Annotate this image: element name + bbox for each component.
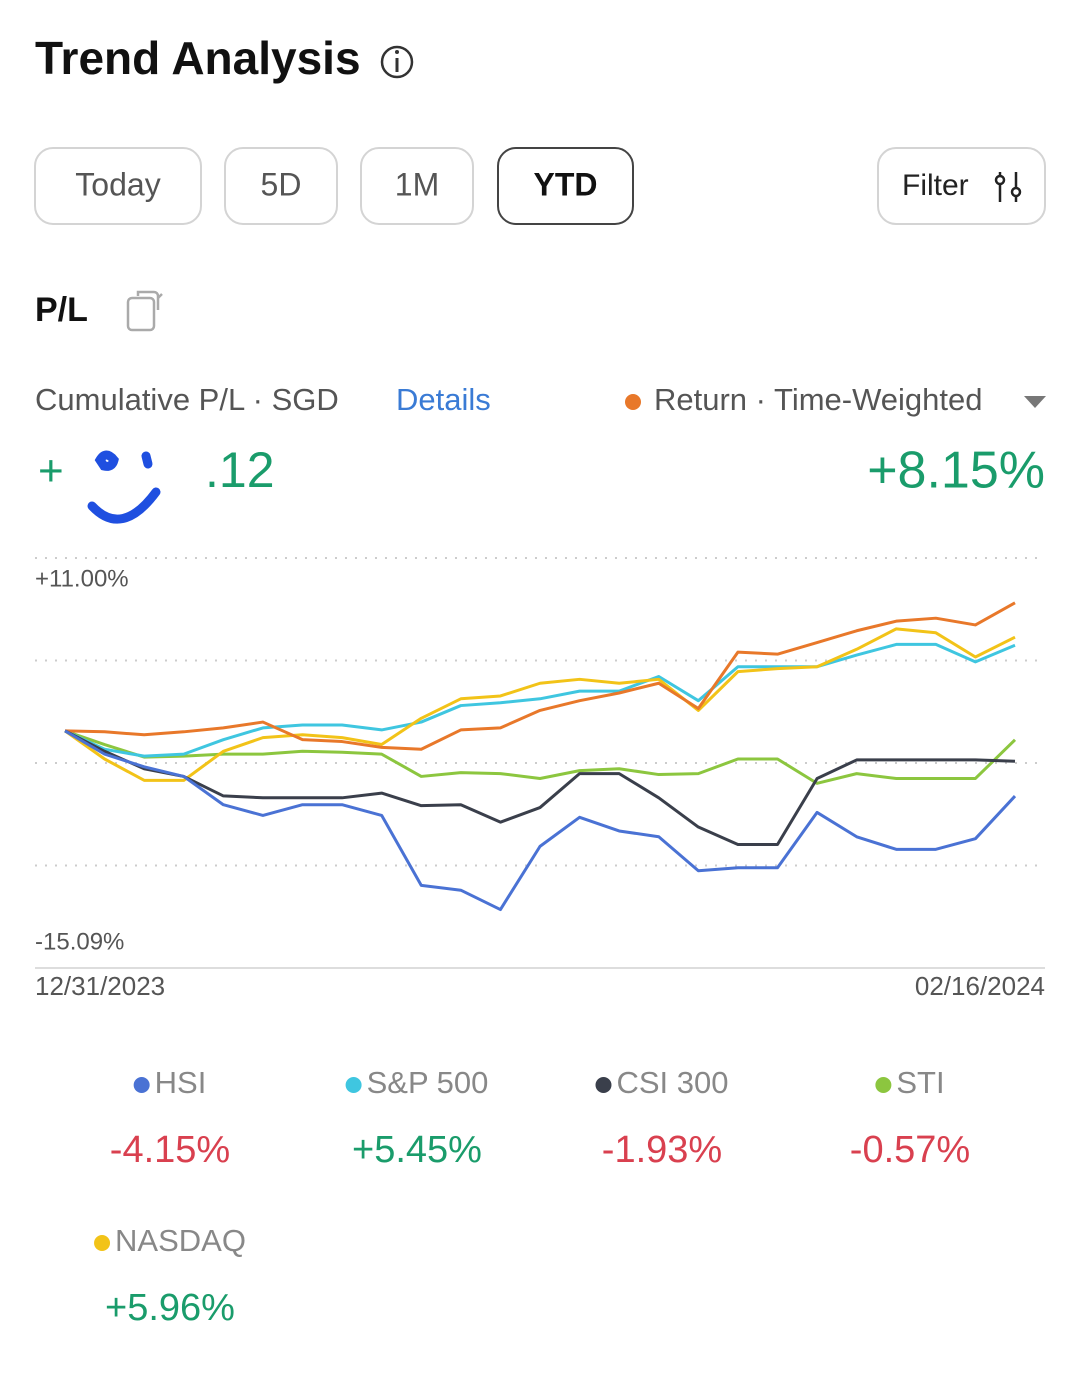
tab[interactable] [497,147,634,225]
details-link[interactable]: Details [396,382,491,417]
y-tick-label: -15.09% [35,928,124,955]
y-tick-label: +11.00% [35,565,129,592]
pl-suffix: .12 [205,442,275,498]
legend-label[interactable]: HSI [155,1065,207,1100]
legend-label[interactable]: S&P 500 [367,1065,489,1100]
legend-dot [133,1077,150,1093]
copy-icon[interactable] [126,290,163,332]
legend-change: -1.93% [602,1129,722,1171]
pl-label: Cumulative P/L · SGD [35,382,339,417]
legend-change: -4.15% [110,1129,230,1171]
x-tick-label: 12/31/2023 [35,971,165,1001]
dropdown-arrow[interactable] [1024,396,1046,408]
tab[interactable] [34,147,202,225]
series-line [64,729,1016,846]
series-line [64,729,1017,785]
info-icon[interactable] [380,45,414,79]
return-mode[interactable]: Return · Time-Weighted [654,382,983,417]
return-dot [625,394,641,410]
title: Trend Analysis [35,32,361,84]
filter-button[interactable]: Filter [877,147,1046,225]
chart: +11.00% -15.09% 12/31/2023 02/16/2024 [35,557,1045,1001]
legend-label[interactable]: CSI 300 [616,1065,728,1100]
series-line [64,627,1016,782]
tab-label[interactable]: 1M [395,166,439,202]
tab[interactable] [360,147,474,225]
legend-dot [345,1077,362,1093]
legend-dot [875,1077,892,1093]
filter-label[interactable]: Filter [902,169,969,202]
series-line [64,729,1017,912]
tab-label[interactable]: Today [75,166,160,202]
tab-label[interactable]: YTD [534,166,598,202]
legend-label[interactable]: NASDAQ [115,1223,246,1258]
legend: HSI -4.15% S&P 500 +5.45% CSI 300 -1.93% STI -0… [94,1065,970,1329]
series-line [64,642,1016,758]
tab[interactable] [224,147,338,225]
legend-dot [595,1077,612,1093]
legend-change: +5.96% [105,1287,235,1329]
x-tick-label: 02/16/2024 [915,971,1045,1001]
legend-change: +5.45% [352,1129,482,1171]
legend-label[interactable]: STI [896,1065,944,1100]
section-title: P/L [35,291,88,329]
return-value: +8.15% [867,442,1045,500]
tab-bar: Today 5D 1M YTD [34,147,634,225]
series-line [64,601,1016,751]
redaction-doodle [87,450,161,524]
tab-label[interactable]: 5D [261,166,302,202]
pl-prefix: + [38,447,64,496]
legend-change: -0.57% [850,1129,970,1171]
legend-dot [94,1235,111,1251]
